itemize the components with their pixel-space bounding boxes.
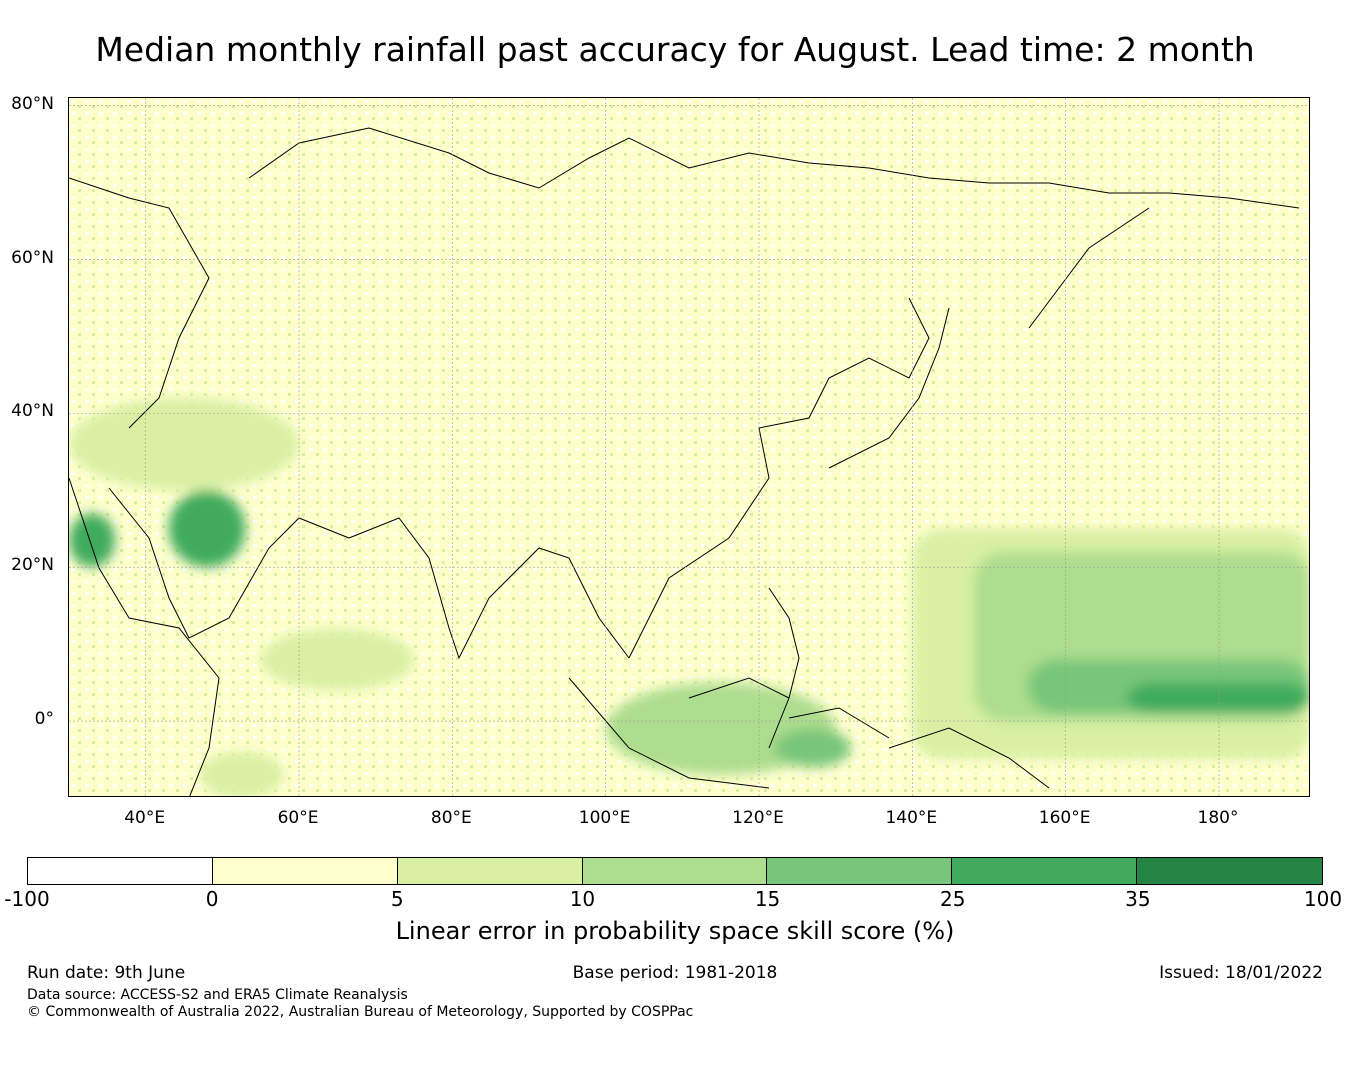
coastline-indonesia xyxy=(568,677,1050,789)
skill-map xyxy=(68,97,1310,797)
colorbar-segment xyxy=(212,858,398,884)
colorbar-segment xyxy=(952,858,1138,884)
skill-region-6 xyxy=(168,490,246,568)
coastline-japan xyxy=(828,307,950,469)
longitude-label: 40°E xyxy=(124,808,166,828)
colorbar-tick-label: 15 xyxy=(754,887,781,911)
colorbar-tick-label: 35 xyxy=(1125,887,1151,911)
latitude-label: 20°N xyxy=(11,555,54,576)
colorbar-label: Linear error in probability space skill … xyxy=(395,917,955,945)
coastline-europe xyxy=(69,177,210,429)
chart-title: Median monthly rainfall past accuracy fo… xyxy=(95,30,1255,69)
skill-region-5 xyxy=(774,728,852,768)
colorbar-tick-label: -100 xyxy=(4,887,50,911)
skill-map-canvas xyxy=(69,98,1309,796)
longitude-label: 140°E xyxy=(885,808,938,828)
skill-region-9 xyxy=(199,751,284,796)
base-period: Base period: 1981-2018 xyxy=(572,963,778,983)
colorbar-tick-label: 0 xyxy=(205,887,219,911)
longitude-label: 160°E xyxy=(1038,808,1091,828)
issued-date: Issued: 18/01/2022 xyxy=(1159,963,1323,983)
longitude-label: 60°E xyxy=(277,808,319,828)
skill-region-7 xyxy=(69,513,115,568)
coastline-philippines xyxy=(768,587,800,699)
longitude-label: 120°E xyxy=(732,808,784,828)
colorbar xyxy=(27,857,1323,885)
colorbar-tick-label: 10 xyxy=(569,887,596,911)
longitude-label: 80°E xyxy=(430,808,472,828)
coastline-kamchatka xyxy=(1028,207,1150,329)
colorbar-segment xyxy=(767,858,953,884)
run-date: Run date: 9th June xyxy=(27,963,186,983)
skill-region-10 xyxy=(69,398,299,491)
coastline-africa-east xyxy=(69,477,220,796)
colorbar-segment xyxy=(582,858,768,884)
coastline-china xyxy=(628,297,930,659)
colorbar-segment xyxy=(1137,858,1322,884)
longitude-label: 100°E xyxy=(578,808,631,828)
coastline-arctic xyxy=(248,127,1300,209)
coastline-red-sea-arabia xyxy=(108,487,350,639)
colorbar-segment xyxy=(397,858,583,884)
data-source: Data source: ACCESS-S2 and ERA5 Climate … xyxy=(27,987,408,1003)
colorbar-tick-label: 100 xyxy=(1303,887,1343,911)
skill-region-8 xyxy=(260,628,414,691)
skill-region-3 xyxy=(1127,682,1309,714)
longitude-label: 180° xyxy=(1197,808,1239,828)
latitude-label: 0° xyxy=(34,709,54,730)
copyright: © Commonwealth of Australia 2022, Austra… xyxy=(27,1004,694,1020)
colorbar-tick-label: 25 xyxy=(939,887,966,911)
latitude-label: 60°N xyxy=(11,247,54,268)
colorbar-tick-label: 5 xyxy=(390,887,404,911)
latitude-label: 40°N xyxy=(11,401,54,422)
coastline-india xyxy=(348,517,630,660)
latitude-label: 80°N xyxy=(11,93,54,114)
colorbar-segment xyxy=(28,858,213,884)
